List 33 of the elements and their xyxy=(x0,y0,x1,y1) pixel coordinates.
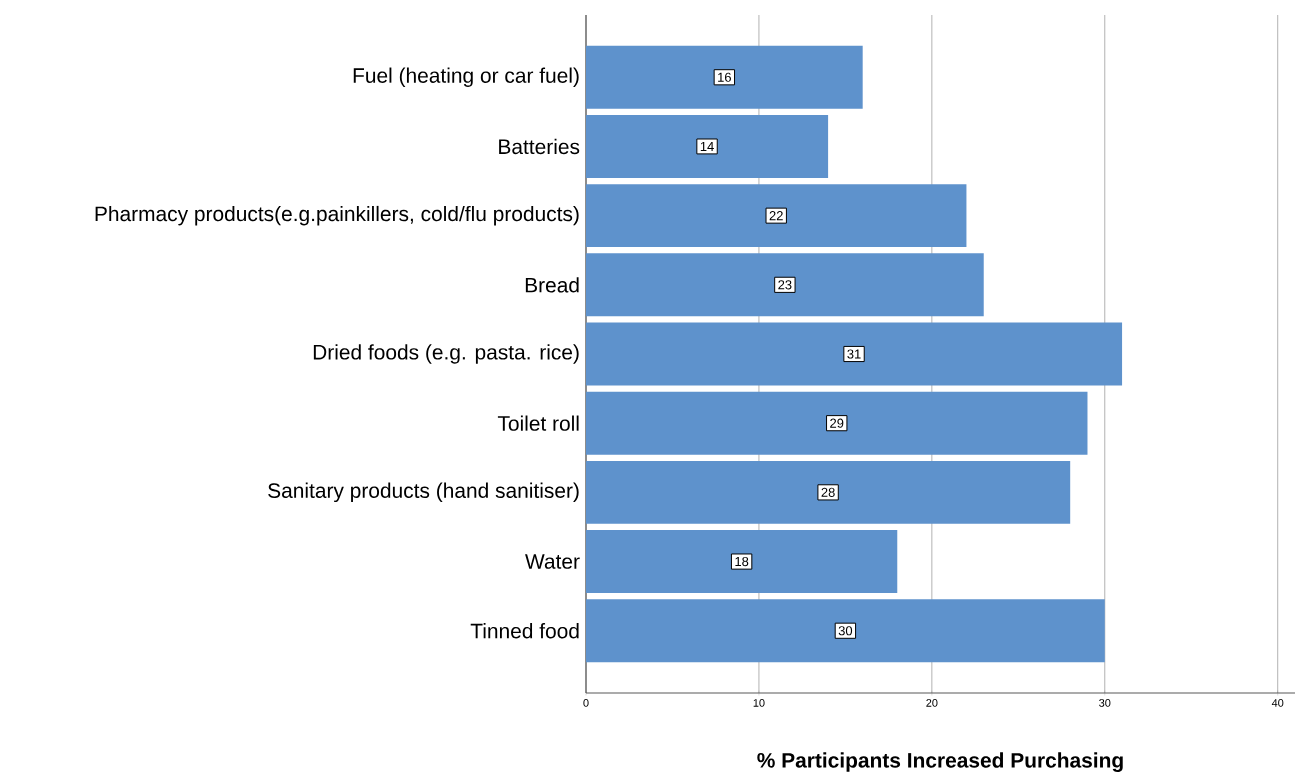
x-tick-label: 40 xyxy=(1271,698,1284,707)
y-tick-label: Sanitary products (hand sanitiser) xyxy=(268,482,579,502)
x-tick-label: 10 xyxy=(753,698,765,707)
bar xyxy=(586,322,1123,386)
data-label: 23 xyxy=(778,280,792,290)
data-label: 28 xyxy=(821,487,835,497)
y-tick-label: Tinned food xyxy=(470,622,579,639)
y-tick-label: Pharmacy products(e.g.painkillers, cold/flu products) xyxy=(95,205,579,226)
data-label: 31 xyxy=(847,349,861,359)
y-tick-label: Bread xyxy=(525,277,579,293)
bar xyxy=(586,460,1071,524)
data-label: 14 xyxy=(700,141,714,151)
data-label: 29 xyxy=(830,418,844,428)
bar xyxy=(586,529,898,593)
bar xyxy=(586,599,1105,663)
bar xyxy=(586,114,829,178)
y-tick-label: Water xyxy=(525,554,580,569)
bar xyxy=(586,391,1088,455)
y-tick-label: Toilet roll xyxy=(497,415,579,431)
x-tick-label: 0 xyxy=(583,698,589,707)
data-label: 18 xyxy=(735,556,749,567)
bar xyxy=(586,184,967,247)
x-axis-title: % Participants Increased Purchasing xyxy=(757,752,1123,772)
y-tick-label: Batteries xyxy=(499,138,580,155)
bar xyxy=(586,45,863,109)
bar xyxy=(586,253,984,317)
x-tick-label: 30 xyxy=(1099,698,1111,707)
data-label: 22 xyxy=(769,210,783,221)
y-tick-label: Dried foods (e.g. pasta. rice) xyxy=(313,344,579,364)
x-tick-label: 20 xyxy=(926,698,938,707)
data-label: 16 xyxy=(718,72,731,82)
data-label: 30 xyxy=(838,626,853,636)
y-tick-label: Fuel (heating or car fuel) xyxy=(353,67,579,87)
